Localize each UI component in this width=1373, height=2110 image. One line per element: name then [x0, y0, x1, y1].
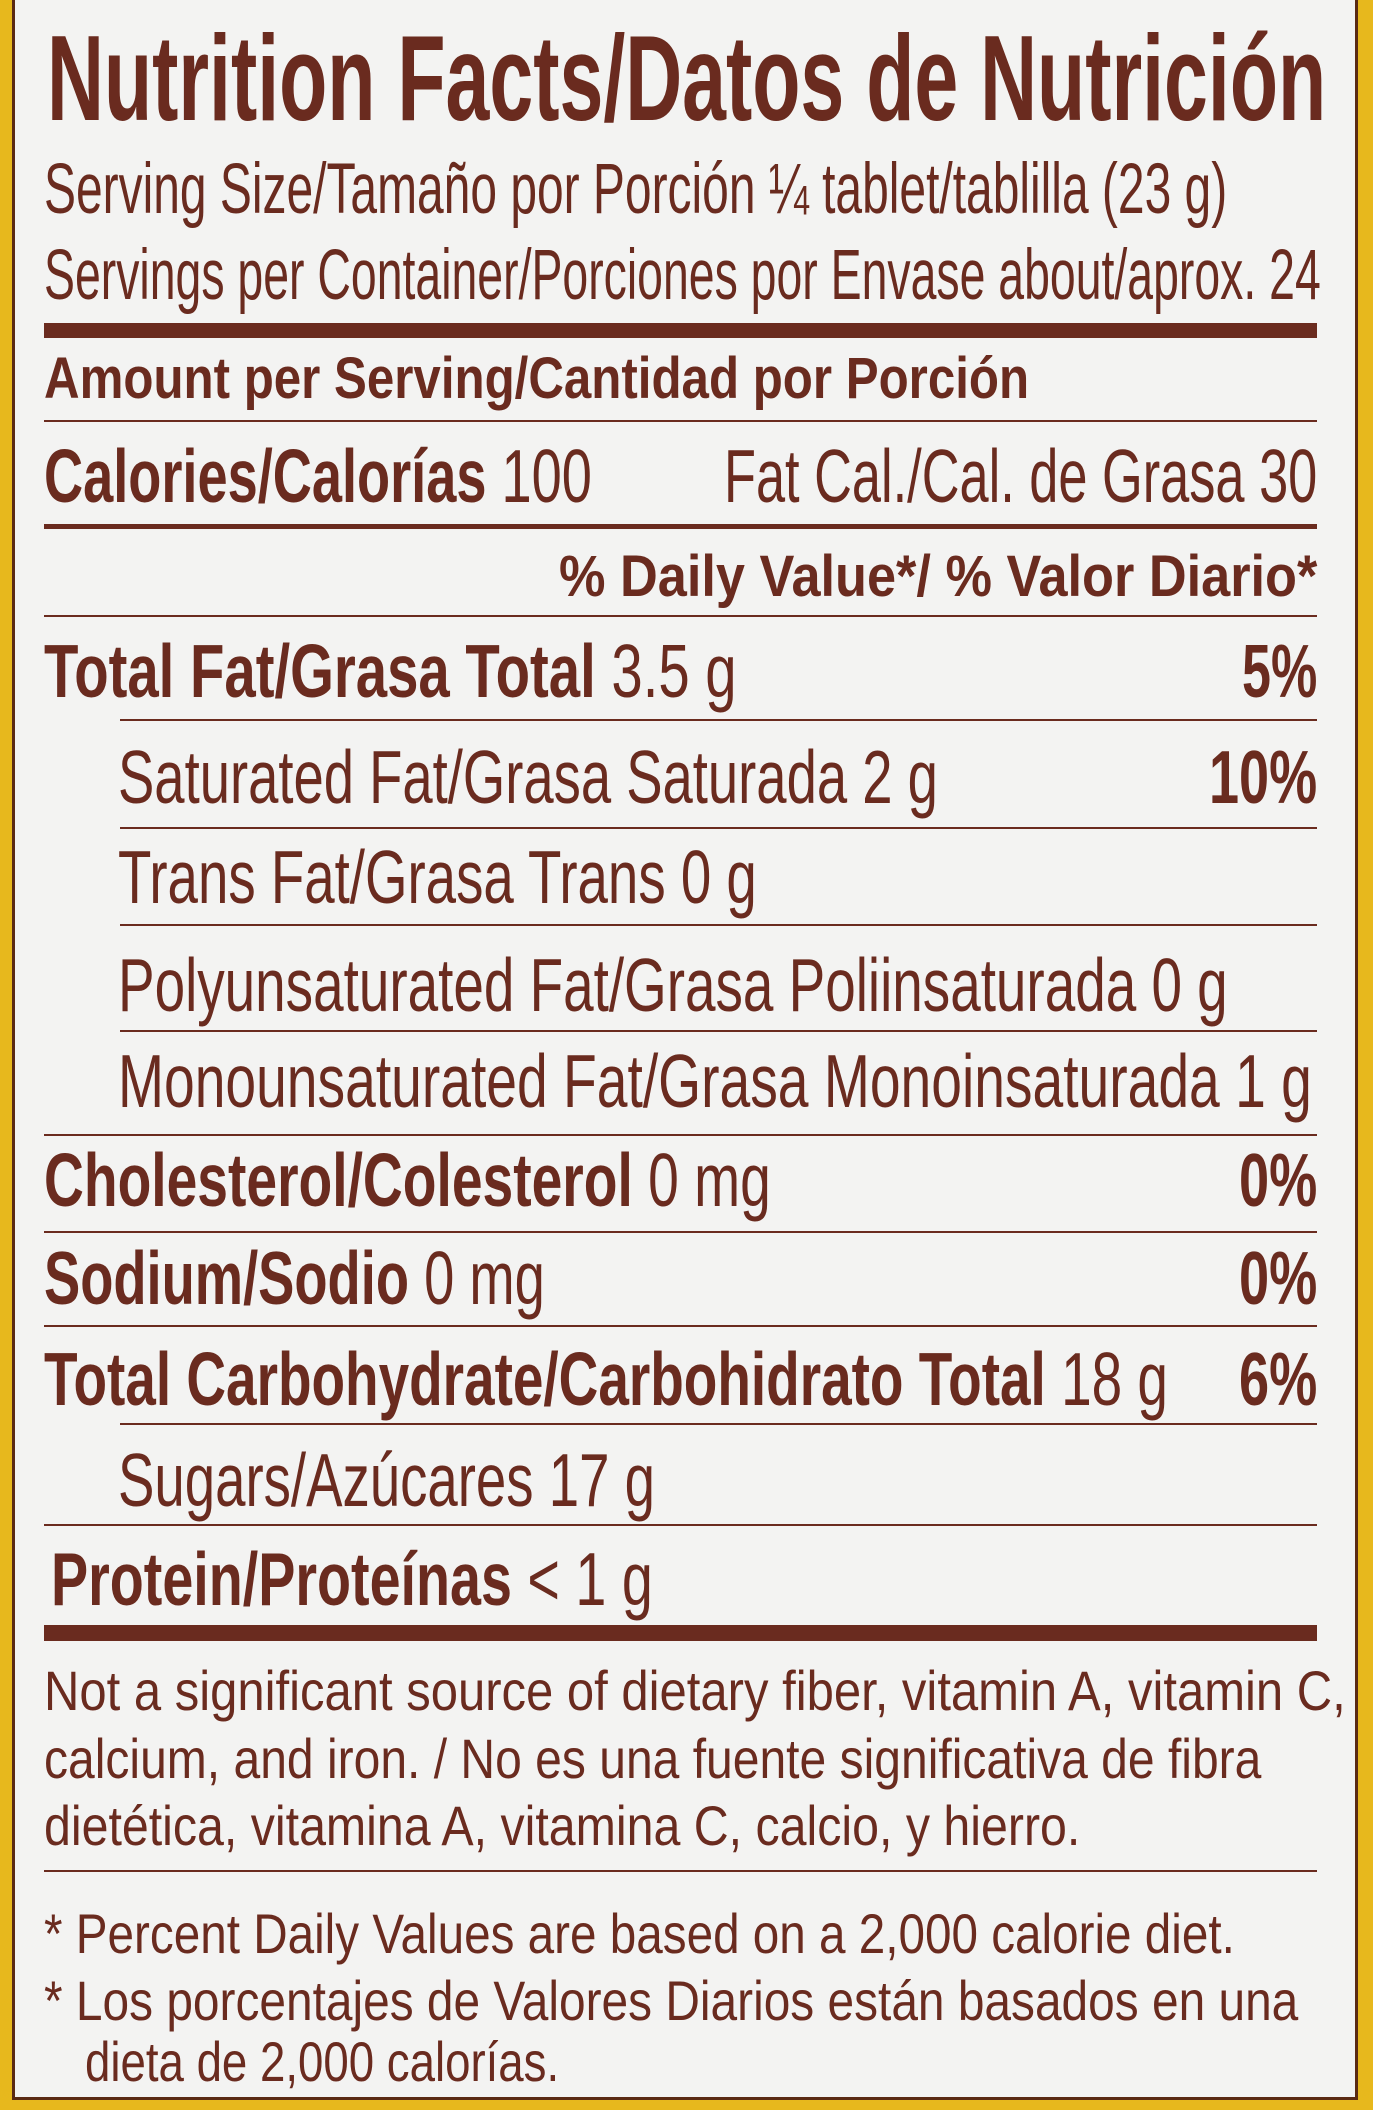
total-carbohydrate-row: Total Carbohydrate/Carbohidrato Total 18…	[44, 1341, 1168, 1417]
serving-size: Serving Size/Tamaño por Porción ¼ tablet…	[44, 150, 1228, 230]
nutrient-amount: 0 mg	[424, 1235, 545, 1320]
cholesterol-dv: 0%	[1239, 1137, 1318, 1222]
divider	[44, 615, 1317, 617]
divider	[44, 1325, 1317, 1327]
footnote-line: dieta de 2,000 calorías.	[85, 2029, 560, 2093]
saturated-fat-dv: 10%	[1209, 734, 1318, 819]
thick-divider	[44, 1625, 1317, 1641]
divider	[44, 1134, 1317, 1136]
divider	[44, 420, 1317, 422]
nutrient-amount: 18 g	[1061, 1336, 1168, 1421]
divider	[120, 827, 1317, 829]
not-significant-note-line: calcium, and iron. / No es una fuente si…	[44, 1726, 1262, 1790]
divider	[120, 924, 1317, 926]
nutrient-label: Saturated Fat/Grasa Saturada	[118, 734, 848, 819]
total-fat-dv: 5%	[1242, 628, 1318, 713]
not-significant-note-line: Not a significant source of dietary fibe…	[44, 1658, 1346, 1722]
nutrient-label: Sugars/Azúcares	[118, 1437, 534, 1522]
polyunsaturated-fat-row: Polyunsaturated Fat/Grasa Poliinsaturada…	[118, 947, 1228, 1023]
trans-fat-row: Trans Fat/Grasa Trans 0 g	[118, 839, 757, 915]
divider	[44, 1524, 1317, 1526]
daily-value-header: % Daily Value*/ % Valor Diario*	[559, 543, 1318, 609]
fat-calories: Fat Cal./Cal. de Grasa 30	[724, 433, 1318, 518]
divider	[44, 1870, 1317, 1872]
nutrient-label: Cholesterol/Colesterol	[44, 1137, 633, 1222]
nutrient-label: Total Carbohydrate/Carbohidrato Total	[44, 1336, 1046, 1421]
cholesterol-row: Cholesterol/Colesterol 0 mg	[44, 1142, 771, 1218]
nutrient-label: Trans Fat/Grasa Trans	[118, 834, 666, 919]
nutrient-label: Protein/Proteínas	[51, 1536, 512, 1621]
divider	[120, 719, 1317, 721]
nutrient-amount: 3.5 g	[611, 628, 737, 713]
divider	[44, 1231, 1317, 1233]
thick-divider	[44, 323, 1317, 338]
calories-row: Calories/Calorías 100	[44, 438, 592, 514]
medium-divider	[44, 524, 1317, 529]
not-significant-note-line: dietética, vitamina A, vitamina C, calci…	[44, 1793, 1081, 1857]
nutrient-amount: 0 g	[680, 834, 757, 919]
servings-per-container: Servings per Container/Porciones por Env…	[44, 236, 1321, 316]
nutrient-label: Polyunsaturated Fat/Grasa Poliinsaturada	[118, 942, 1137, 1027]
sodium-dv: 0%	[1239, 1235, 1318, 1320]
nutrient-amount: < 1 g	[527, 1536, 653, 1621]
panel-title: Nutrition Facts/Datos de Nutrición	[47, 9, 1327, 146]
nutrient-label: Monounsaturated Fat/Grasa Monoinsaturada	[118, 1038, 1220, 1123]
total-fat-row: Total Fat/Grasa Total 3.5 g	[44, 633, 737, 709]
nutrient-label: Sodium/Sodio	[44, 1235, 409, 1320]
nutrient-amount: 0 g	[1151, 942, 1228, 1027]
sodium-row: Sodium/Sodio 0 mg	[44, 1240, 545, 1316]
sugars-row: Sugars/Azúcares 17 g	[118, 1442, 655, 1518]
nutrient-label: Total Fat/Grasa Total	[44, 628, 596, 713]
nutrient-amount: 2 g	[862, 734, 938, 819]
amount-per-serving: Amount per Serving/Cantidad por Porción	[44, 345, 1030, 411]
calories-value: 100	[501, 433, 592, 518]
divider	[120, 1030, 1317, 1032]
calories-label: Calories/Calorías	[44, 433, 487, 518]
nutrient-amount: 17 g	[548, 1437, 655, 1522]
saturated-fat-row: Saturated Fat/Grasa Saturada 2 g	[118, 739, 938, 815]
monounsaturated-fat-row: Monounsaturated Fat/Grasa Monoinsaturada…	[118, 1043, 1312, 1119]
total-carbohydrate-dv: 6%	[1239, 1336, 1318, 1421]
divider	[120, 1423, 1317, 1425]
protein-row: Protein/Proteínas < 1 g	[51, 1541, 653, 1617]
footnote-line: * Percent Daily Values are based on a 2,…	[44, 1901, 1235, 1965]
nutrient-amount: 1 g	[1235, 1038, 1312, 1123]
footnote-line: * Los porcentajes de Valores Diarios est…	[44, 1968, 1299, 2032]
nutrition-facts-panel	[12, 0, 1358, 2100]
nutrient-amount: 0 mg	[648, 1137, 771, 1222]
